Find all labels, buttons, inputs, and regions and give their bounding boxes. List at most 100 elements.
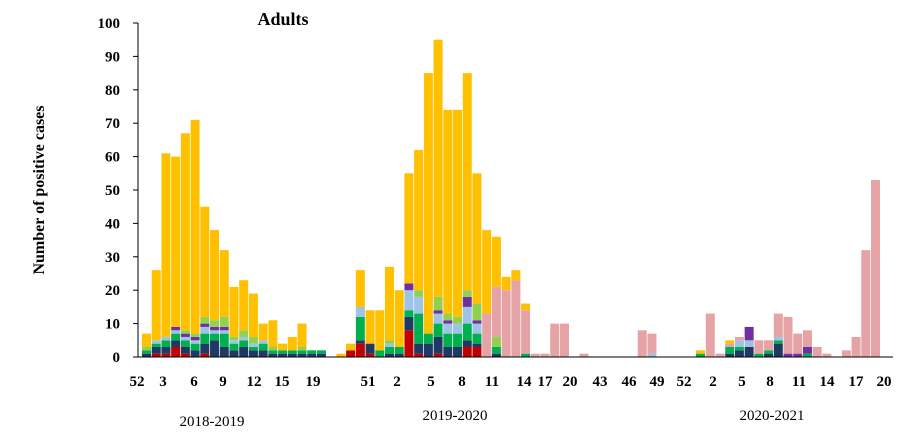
bar-segment-yellow bbox=[385, 266, 394, 341]
bar-stack bbox=[773, 313, 783, 357]
bar-segment bbox=[171, 333, 181, 341]
bar-segment bbox=[734, 340, 744, 347]
y-axis-label: Number of positive cases bbox=[31, 105, 48, 274]
bar-segment-yellow bbox=[394, 290, 404, 347]
bar-segment-pink bbox=[851, 336, 861, 357]
bar-segment bbox=[414, 343, 424, 354]
bar-segment bbox=[802, 353, 812, 357]
x-tick-label: 20 bbox=[877, 374, 892, 390]
x-tick-label: 8 bbox=[766, 374, 774, 390]
bar-segment-pink bbox=[530, 353, 540, 357]
bar-segment bbox=[151, 340, 161, 344]
bar-segment-yellow bbox=[501, 276, 511, 291]
bar-stack bbox=[764, 340, 774, 357]
y-tick-label: 90 bbox=[105, 49, 120, 65]
bar-stack bbox=[705, 313, 715, 357]
x-tick-label: 46 bbox=[622, 374, 638, 390]
bar-segment bbox=[278, 350, 288, 354]
bar-segment-pink bbox=[491, 286, 501, 337]
season-label: 2019-2020 bbox=[423, 408, 488, 424]
bar-stack bbox=[336, 353, 346, 357]
bar-segment bbox=[783, 353, 793, 357]
bar-stack bbox=[559, 323, 569, 357]
bar-segment bbox=[423, 343, 433, 357]
bar-segment-yellow bbox=[355, 270, 365, 307]
x-tick-label: 52 bbox=[677, 374, 692, 390]
bar-segment bbox=[229, 340, 239, 344]
bar-stack bbox=[725, 340, 735, 357]
bar-segment bbox=[453, 323, 463, 334]
bar-segment-yellow bbox=[414, 149, 424, 291]
bar-segment-yellow bbox=[171, 156, 181, 327]
x-tick-label: 3 bbox=[159, 374, 167, 390]
bar-stack bbox=[802, 330, 812, 357]
bar-segment bbox=[239, 330, 249, 337]
bar-stack bbox=[501, 276, 511, 357]
bar-segment bbox=[278, 353, 288, 357]
bar-segment bbox=[734, 350, 744, 357]
bar-segment bbox=[239, 340, 249, 347]
bar-stack bbox=[316, 350, 326, 357]
bar-segment bbox=[404, 316, 414, 331]
y-tick-label: 30 bbox=[105, 250, 120, 266]
bar-segment bbox=[764, 353, 774, 357]
bar-stack bbox=[841, 350, 851, 357]
bar-segment bbox=[219, 346, 229, 357]
x-tick-label: 14 bbox=[517, 374, 533, 390]
season-label: 2018-2019 bbox=[180, 414, 245, 430]
bar-stack bbox=[297, 323, 307, 357]
bar-segment bbox=[219, 316, 229, 327]
bar-segment-pink bbox=[812, 346, 822, 357]
bar-segment bbox=[521, 353, 531, 357]
bar-stack bbox=[579, 353, 589, 357]
bar-segment bbox=[433, 336, 443, 354]
bar-segment bbox=[210, 340, 220, 357]
bar-segment bbox=[375, 350, 385, 357]
bar-segment bbox=[258, 340, 268, 344]
bar-stack bbox=[812, 346, 822, 357]
x-tick-label: 19 bbox=[306, 374, 321, 390]
bar-segment-pink bbox=[734, 336, 744, 341]
bar-stack bbox=[754, 340, 764, 357]
bar-segment bbox=[248, 336, 258, 344]
bar-segment bbox=[443, 333, 453, 347]
bar-segment bbox=[151, 346, 161, 354]
bar-stack bbox=[142, 333, 151, 357]
bar-segment-yellow bbox=[482, 230, 492, 314]
bar-segment bbox=[190, 333, 200, 337]
bar-segment bbox=[433, 353, 443, 357]
bar-segment bbox=[773, 340, 783, 344]
x-tick-label: 12 bbox=[247, 374, 262, 390]
bar-segment bbox=[200, 316, 210, 324]
bar-segment-pink bbox=[793, 333, 803, 354]
bar-segment bbox=[307, 350, 317, 354]
x-tick-label: 51 bbox=[361, 374, 376, 390]
y-tick-label: 10 bbox=[105, 317, 120, 333]
y-tick-label: 20 bbox=[105, 283, 120, 299]
bar-segment bbox=[180, 333, 190, 337]
bar-segment bbox=[472, 303, 482, 321]
bar-segment bbox=[462, 306, 472, 324]
bar-segment-yellow bbox=[521, 303, 531, 311]
bar-stack bbox=[715, 353, 725, 357]
bar-segment-pink bbox=[871, 179, 880, 357]
bar-segment bbox=[248, 350, 258, 357]
bar-segment-yellow bbox=[180, 133, 190, 331]
bar-segment bbox=[190, 343, 200, 351]
bar-segment-pink bbox=[579, 353, 589, 357]
bar-segment-yellow bbox=[200, 206, 210, 317]
bar-segment bbox=[210, 320, 220, 327]
y-tick-label: 80 bbox=[105, 83, 120, 99]
bar-stack bbox=[696, 350, 706, 357]
bar-segment bbox=[268, 346, 278, 351]
bar-stack bbox=[453, 109, 463, 357]
bar-segment bbox=[472, 343, 482, 347]
bar-segment bbox=[696, 353, 706, 357]
bar-segment bbox=[491, 353, 501, 357]
bar-segment bbox=[433, 313, 443, 324]
bar-segment bbox=[151, 353, 161, 357]
bar-segment-yellow bbox=[375, 310, 385, 351]
bar-segment-yellow bbox=[239, 280, 249, 331]
bar-segment bbox=[443, 313, 453, 321]
bar-segment bbox=[414, 296, 424, 314]
